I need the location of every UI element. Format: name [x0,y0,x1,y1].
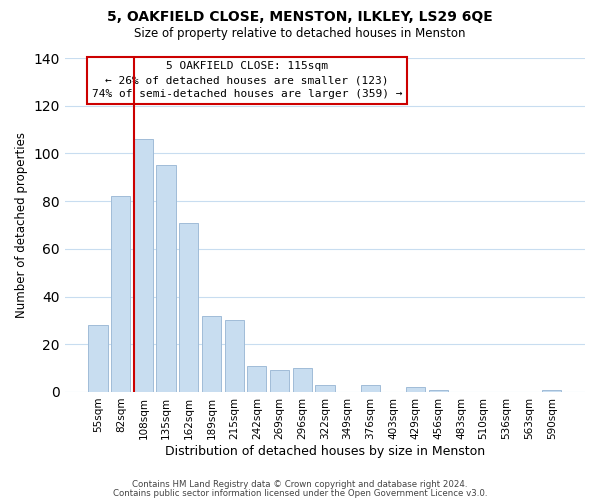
Bar [293,368,312,392]
Bar [224,320,244,392]
Bar [134,139,153,392]
Text: 5 OAKFIELD CLOSE: 115sqm
← 26% of detached houses are smaller (123)
74% of semi-: 5 OAKFIELD CLOSE: 115sqm ← 26% of detach… [92,62,402,100]
Text: Contains public sector information licensed under the Open Government Licence v3: Contains public sector information licen… [113,488,487,498]
Bar [270,370,289,392]
Bar [88,325,108,392]
Bar [542,390,562,392]
Bar [247,366,266,392]
Bar [157,166,176,392]
Bar [179,222,199,392]
Text: Contains HM Land Registry data © Crown copyright and database right 2024.: Contains HM Land Registry data © Crown c… [132,480,468,489]
Bar [202,316,221,392]
Bar [111,196,130,392]
X-axis label: Distribution of detached houses by size in Menston: Distribution of detached houses by size … [165,444,485,458]
Bar [361,385,380,392]
Y-axis label: Number of detached properties: Number of detached properties [15,132,28,318]
Text: 5, OAKFIELD CLOSE, MENSTON, ILKLEY, LS29 6QE: 5, OAKFIELD CLOSE, MENSTON, ILKLEY, LS29… [107,10,493,24]
Bar [315,385,335,392]
Bar [428,390,448,392]
Text: Size of property relative to detached houses in Menston: Size of property relative to detached ho… [134,28,466,40]
Bar [406,387,425,392]
